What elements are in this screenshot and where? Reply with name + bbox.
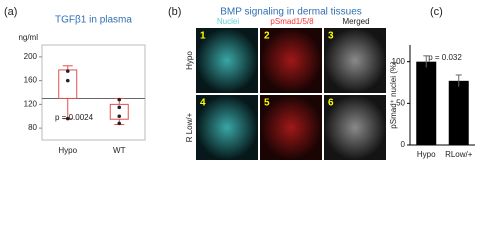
panel-label: (c) [430, 6, 443, 18]
micrograph [260, 28, 322, 93]
data-point [117, 105, 122, 110]
bar [448, 80, 469, 145]
y-tick-label: 100 [392, 57, 406, 66]
data-point [65, 116, 70, 121]
panel-title: BMP signaling in dermal tissues [220, 7, 362, 18]
x-tick-label: Hypo [417, 150, 436, 159]
micrograph [196, 28, 258, 93]
micrograph [260, 95, 322, 160]
tile-number: 6 [328, 98, 334, 109]
y-unit: ng/ml [18, 33, 38, 42]
micrograph [324, 95, 386, 160]
annotation: p = 0.032 [428, 53, 462, 62]
panel-label: (b) [168, 6, 181, 18]
figure: (a) (b) (c) TGFβ1 in plasmang/ml80120160… [4, 6, 475, 160]
column-label: pSmad1/5/8 [270, 17, 314, 26]
y-tick-label: 160 [24, 76, 38, 85]
tile-number: 3 [328, 31, 334, 42]
data-point [65, 69, 70, 73]
micrograph [196, 95, 258, 160]
tile-number: 5 [264, 98, 270, 109]
column-label: Merged [342, 17, 369, 26]
plot-frame [41, 44, 146, 141]
x-tick-label: RLow/+ [445, 150, 473, 159]
panel-label: (a) [4, 6, 17, 18]
row-label: Hypo [185, 51, 194, 70]
y-tick-label: 0 [401, 140, 406, 149]
tile-number: 1 [200, 31, 206, 42]
x-tick-label: WT [113, 146, 126, 155]
data-point [117, 121, 122, 126]
box [58, 69, 78, 99]
data-point [117, 97, 122, 102]
y-tick-label: 120 [24, 99, 38, 108]
x-tick-label: Hypo [58, 146, 77, 155]
data-point [65, 78, 70, 83]
annotation: p = 0.0024 [55, 113, 94, 122]
tile-number: 4 [200, 98, 206, 109]
row-label: R Low/+ [185, 112, 194, 142]
tile-number: 2 [264, 31, 270, 42]
y-tick-label: 80 [28, 123, 37, 132]
y-tick-label: 50 [396, 98, 405, 107]
chart-title: TGFβ1 in plasma [55, 15, 132, 26]
box [109, 103, 129, 120]
column-label: Nuclei [217, 17, 239, 26]
y-tick-label: 200 [24, 52, 38, 61]
data-point [117, 114, 122, 119]
bar [416, 61, 437, 145]
micrograph [324, 28, 386, 93]
y-axis-label: pSmad⁺ nuclei (%) [389, 61, 398, 129]
